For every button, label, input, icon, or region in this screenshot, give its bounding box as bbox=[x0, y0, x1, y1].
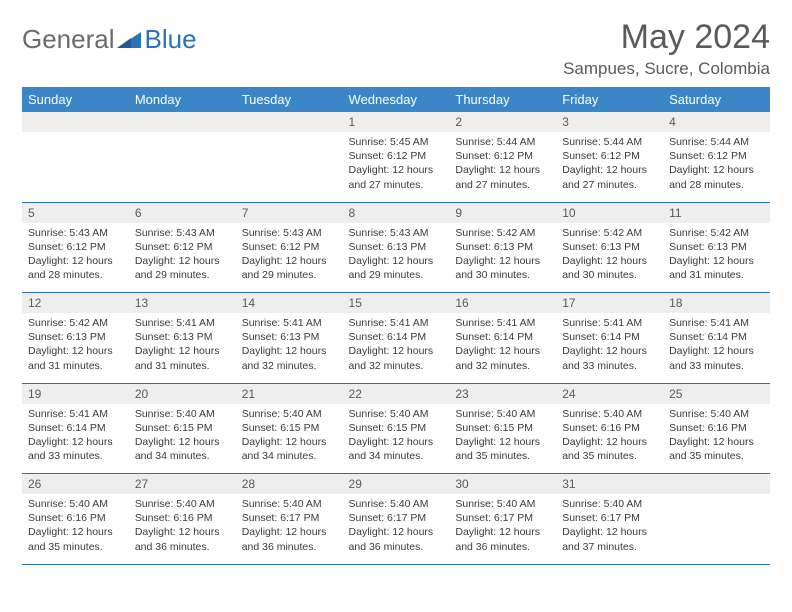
date-data-row: Sunrise: 5:43 AM Sunset: 6:12 PM Dayligh… bbox=[22, 223, 770, 293]
logo-text-general: General bbox=[22, 24, 115, 55]
date-number-row: 19202122232425 bbox=[22, 383, 770, 404]
date-number-row: 567891011 bbox=[22, 202, 770, 223]
date-cell: Sunrise: 5:41 AM Sunset: 6:13 PM Dayligh… bbox=[236, 313, 343, 383]
date-cell: Sunrise: 5:41 AM Sunset: 6:14 PM Dayligh… bbox=[343, 313, 450, 383]
date-data-row: Sunrise: 5:45 AM Sunset: 6:12 PM Dayligh… bbox=[22, 132, 770, 202]
date-number: 31 bbox=[556, 474, 663, 495]
date-number: 22 bbox=[343, 383, 450, 404]
date-cell: Sunrise: 5:40 AM Sunset: 6:17 PM Dayligh… bbox=[556, 494, 663, 564]
date-cell: Sunrise: 5:40 AM Sunset: 6:16 PM Dayligh… bbox=[22, 494, 129, 564]
header: General Blue May 2024 Sampues, Sucre, Co… bbox=[22, 18, 770, 79]
date-cell: Sunrise: 5:42 AM Sunset: 6:13 PM Dayligh… bbox=[556, 223, 663, 293]
date-number bbox=[663, 474, 770, 495]
date-number: 9 bbox=[449, 202, 556, 223]
date-cell: Sunrise: 5:40 AM Sunset: 6:15 PM Dayligh… bbox=[236, 404, 343, 474]
logo-text-blue: Blue bbox=[145, 24, 197, 55]
date-cell: Sunrise: 5:43 AM Sunset: 6:12 PM Dayligh… bbox=[22, 223, 129, 293]
date-cell bbox=[22, 132, 129, 202]
date-number: 5 bbox=[22, 202, 129, 223]
date-cell: Sunrise: 5:41 AM Sunset: 6:13 PM Dayligh… bbox=[129, 313, 236, 383]
date-cell: Sunrise: 5:45 AM Sunset: 6:12 PM Dayligh… bbox=[343, 132, 450, 202]
date-number: 7 bbox=[236, 202, 343, 223]
date-cell: Sunrise: 5:42 AM Sunset: 6:13 PM Dayligh… bbox=[663, 223, 770, 293]
date-cell bbox=[236, 132, 343, 202]
date-cell: Sunrise: 5:41 AM Sunset: 6:14 PM Dayligh… bbox=[556, 313, 663, 383]
date-cell: Sunrise: 5:43 AM Sunset: 6:12 PM Dayligh… bbox=[129, 223, 236, 293]
day-header: Saturday bbox=[663, 87, 770, 112]
title-block: May 2024 Sampues, Sucre, Colombia bbox=[563, 18, 770, 79]
date-number: 10 bbox=[556, 202, 663, 223]
location: Sampues, Sucre, Colombia bbox=[563, 59, 770, 79]
date-number: 1 bbox=[343, 112, 450, 132]
date-cell: Sunrise: 5:40 AM Sunset: 6:15 PM Dayligh… bbox=[129, 404, 236, 474]
day-header: Thursday bbox=[449, 87, 556, 112]
day-header: Sunday bbox=[22, 87, 129, 112]
date-cell: Sunrise: 5:42 AM Sunset: 6:13 PM Dayligh… bbox=[449, 223, 556, 293]
date-number: 8 bbox=[343, 202, 450, 223]
date-number: 4 bbox=[663, 112, 770, 132]
date-number: 30 bbox=[449, 474, 556, 495]
date-number bbox=[22, 112, 129, 132]
calendar-body: 1234Sunrise: 5:45 AM Sunset: 6:12 PM Day… bbox=[22, 112, 770, 564]
date-cell: Sunrise: 5:44 AM Sunset: 6:12 PM Dayligh… bbox=[663, 132, 770, 202]
date-cell bbox=[663, 494, 770, 564]
calendar-table: Sunday Monday Tuesday Wednesday Thursday… bbox=[22, 87, 770, 565]
date-number: 26 bbox=[22, 474, 129, 495]
date-number-row: 12131415161718 bbox=[22, 293, 770, 314]
date-number: 27 bbox=[129, 474, 236, 495]
date-cell: Sunrise: 5:40 AM Sunset: 6:15 PM Dayligh… bbox=[343, 404, 450, 474]
date-cell: Sunrise: 5:41 AM Sunset: 6:14 PM Dayligh… bbox=[449, 313, 556, 383]
date-cell: Sunrise: 5:40 AM Sunset: 6:17 PM Dayligh… bbox=[236, 494, 343, 564]
day-header: Monday bbox=[129, 87, 236, 112]
date-number: 15 bbox=[343, 293, 450, 314]
date-number: 14 bbox=[236, 293, 343, 314]
day-header-row: Sunday Monday Tuesday Wednesday Thursday… bbox=[22, 87, 770, 112]
date-number: 20 bbox=[129, 383, 236, 404]
date-number: 2 bbox=[449, 112, 556, 132]
date-number: 16 bbox=[449, 293, 556, 314]
date-number: 21 bbox=[236, 383, 343, 404]
date-cell: Sunrise: 5:40 AM Sunset: 6:15 PM Dayligh… bbox=[449, 404, 556, 474]
date-cell: Sunrise: 5:40 AM Sunset: 6:17 PM Dayligh… bbox=[449, 494, 556, 564]
date-number: 17 bbox=[556, 293, 663, 314]
day-header: Tuesday bbox=[236, 87, 343, 112]
date-cell: Sunrise: 5:44 AM Sunset: 6:12 PM Dayligh… bbox=[449, 132, 556, 202]
date-number: 19 bbox=[22, 383, 129, 404]
date-number: 11 bbox=[663, 202, 770, 223]
date-number bbox=[236, 112, 343, 132]
date-data-row: Sunrise: 5:40 AM Sunset: 6:16 PM Dayligh… bbox=[22, 494, 770, 564]
date-number: 25 bbox=[663, 383, 770, 404]
date-cell: Sunrise: 5:43 AM Sunset: 6:13 PM Dayligh… bbox=[343, 223, 450, 293]
logo: General Blue bbox=[22, 24, 197, 55]
date-number bbox=[129, 112, 236, 132]
date-cell: Sunrise: 5:40 AM Sunset: 6:16 PM Dayligh… bbox=[556, 404, 663, 474]
date-cell: Sunrise: 5:43 AM Sunset: 6:12 PM Dayligh… bbox=[236, 223, 343, 293]
day-header: Wednesday bbox=[343, 87, 450, 112]
date-cell: Sunrise: 5:42 AM Sunset: 6:13 PM Dayligh… bbox=[22, 313, 129, 383]
date-number: 12 bbox=[22, 293, 129, 314]
date-data-row: Sunrise: 5:42 AM Sunset: 6:13 PM Dayligh… bbox=[22, 313, 770, 383]
date-data-row: Sunrise: 5:41 AM Sunset: 6:14 PM Dayligh… bbox=[22, 404, 770, 474]
date-number: 3 bbox=[556, 112, 663, 132]
date-number-row: 1234 bbox=[22, 112, 770, 132]
day-header: Friday bbox=[556, 87, 663, 112]
date-number: 18 bbox=[663, 293, 770, 314]
logo-triangle-icon bbox=[117, 30, 143, 50]
date-number: 23 bbox=[449, 383, 556, 404]
month-title: May 2024 bbox=[563, 18, 770, 57]
date-cell: Sunrise: 5:40 AM Sunset: 6:16 PM Dayligh… bbox=[129, 494, 236, 564]
date-cell: Sunrise: 5:40 AM Sunset: 6:16 PM Dayligh… bbox=[663, 404, 770, 474]
date-cell: Sunrise: 5:40 AM Sunset: 6:17 PM Dayligh… bbox=[343, 494, 450, 564]
date-cell: Sunrise: 5:44 AM Sunset: 6:12 PM Dayligh… bbox=[556, 132, 663, 202]
date-number: 24 bbox=[556, 383, 663, 404]
date-cell: Sunrise: 5:41 AM Sunset: 6:14 PM Dayligh… bbox=[22, 404, 129, 474]
date-cell bbox=[129, 132, 236, 202]
date-number-row: 262728293031 bbox=[22, 474, 770, 495]
date-number: 28 bbox=[236, 474, 343, 495]
date-cell: Sunrise: 5:41 AM Sunset: 6:14 PM Dayligh… bbox=[663, 313, 770, 383]
date-number: 29 bbox=[343, 474, 450, 495]
date-number: 6 bbox=[129, 202, 236, 223]
date-number: 13 bbox=[129, 293, 236, 314]
